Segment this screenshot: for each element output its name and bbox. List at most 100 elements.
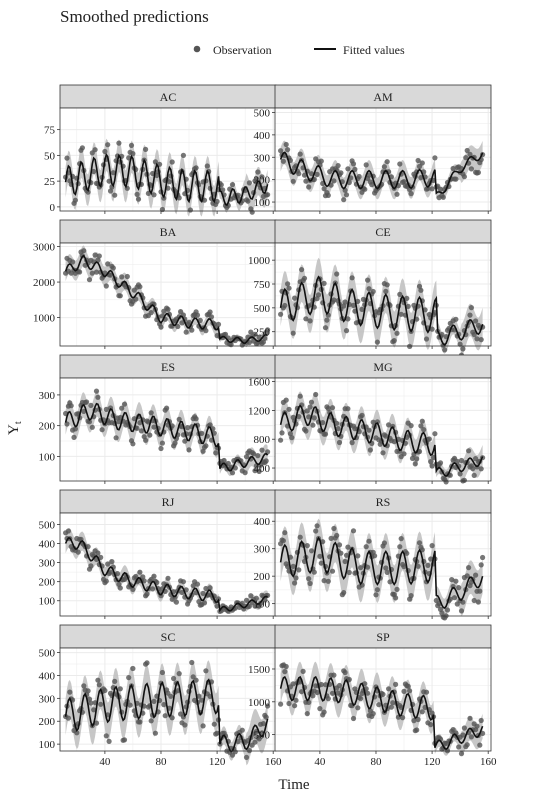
observation-point (112, 678, 118, 685)
x-axis-title: Time (278, 777, 309, 793)
observation-point (322, 325, 329, 331)
observation-point (467, 151, 473, 157)
observation-point (471, 332, 477, 338)
observation-point (96, 682, 102, 688)
observation-point (394, 586, 400, 593)
observation-point (464, 147, 470, 154)
observation-point (89, 424, 95, 430)
observation-point (169, 159, 175, 165)
y-tick-label: 3000 (33, 242, 56, 254)
y-tick-label: 800 (254, 434, 271, 446)
observation-point (369, 182, 375, 188)
observation-point (296, 414, 302, 420)
observation-point (421, 427, 427, 433)
observation-point (88, 402, 94, 408)
observation-point (282, 530, 288, 536)
observation-point (252, 468, 258, 474)
observation-point (311, 415, 317, 421)
observation-point (203, 328, 209, 334)
observation-point (253, 595, 259, 601)
observation-point (394, 191, 400, 197)
observation-point (186, 319, 192, 325)
legend-observation-symbol (193, 45, 201, 53)
observation-point (171, 675, 177, 682)
observation-point (166, 311, 172, 317)
observation-point (338, 550, 344, 556)
observation-point (246, 180, 252, 186)
y-tick-label: 500 (254, 730, 271, 742)
observation-point (68, 403, 74, 409)
observation-point (437, 460, 444, 466)
y-tick-label: 200 (254, 571, 271, 583)
fitted-line (64, 254, 268, 345)
observation-point (193, 165, 199, 171)
observation-point (259, 447, 265, 453)
observation-point (106, 178, 112, 184)
observation-point (425, 562, 431, 569)
observation-point (243, 754, 250, 761)
observation-point (355, 553, 361, 559)
facet-strip-label: ES (161, 360, 175, 374)
observation-point (137, 719, 143, 725)
observation-point (135, 196, 142, 202)
observation-point (464, 742, 470, 748)
observation-point (317, 706, 323, 712)
observation-point (96, 253, 102, 259)
x-tick-label: 120 (424, 756, 441, 768)
observation-point (182, 722, 188, 728)
observation-point (401, 688, 407, 695)
observation-point (112, 192, 118, 198)
observation-point (222, 331, 229, 337)
observation-point (158, 445, 164, 452)
observation-point (304, 711, 310, 717)
observation-point (161, 702, 167, 708)
observation-point (278, 701, 284, 707)
observation-point (381, 164, 387, 170)
observation-point (418, 175, 424, 181)
observation-point (370, 288, 376, 295)
observation-point (334, 271, 340, 277)
observation-point (307, 404, 313, 410)
observation-point (81, 683, 87, 689)
observation-point (199, 430, 205, 436)
y-tick-label: 100 (39, 739, 56, 751)
observation-point (423, 336, 430, 342)
fitted-line (279, 151, 484, 195)
observation-point (190, 674, 196, 680)
observation-point (151, 192, 157, 198)
observation-point (199, 697, 205, 703)
observation-point (190, 583, 196, 589)
y-tick-label: 300 (39, 558, 56, 570)
observation-point (255, 169, 261, 175)
fitted-line (279, 675, 484, 751)
observation-point (238, 336, 244, 342)
observation-point (126, 675, 132, 681)
panel-border (274, 107, 492, 212)
observation-point (439, 610, 445, 616)
observation-point (151, 573, 157, 579)
observation-point (193, 416, 199, 422)
observation-point (480, 554, 486, 561)
observation-point (350, 715, 357, 722)
observation-point (147, 432, 153, 438)
observation-point (117, 686, 123, 692)
observation-point (343, 328, 350, 334)
observation-point (232, 749, 238, 755)
observation-point (84, 399, 90, 405)
observation-point (432, 431, 438, 437)
observation-point (175, 323, 181, 330)
observation-point (419, 709, 425, 715)
observation-point (285, 564, 291, 570)
panel-border (274, 647, 492, 752)
observation-point (290, 563, 296, 570)
observation-point (203, 668, 209, 674)
observation-point (401, 179, 407, 185)
observation-point (460, 346, 466, 352)
observation-point (304, 543, 310, 549)
observation-point (252, 331, 258, 337)
observation-point (88, 563, 94, 569)
observation-point (249, 209, 255, 215)
observation-point (117, 293, 123, 299)
observation-point (429, 543, 435, 549)
observation-point (107, 188, 114, 194)
